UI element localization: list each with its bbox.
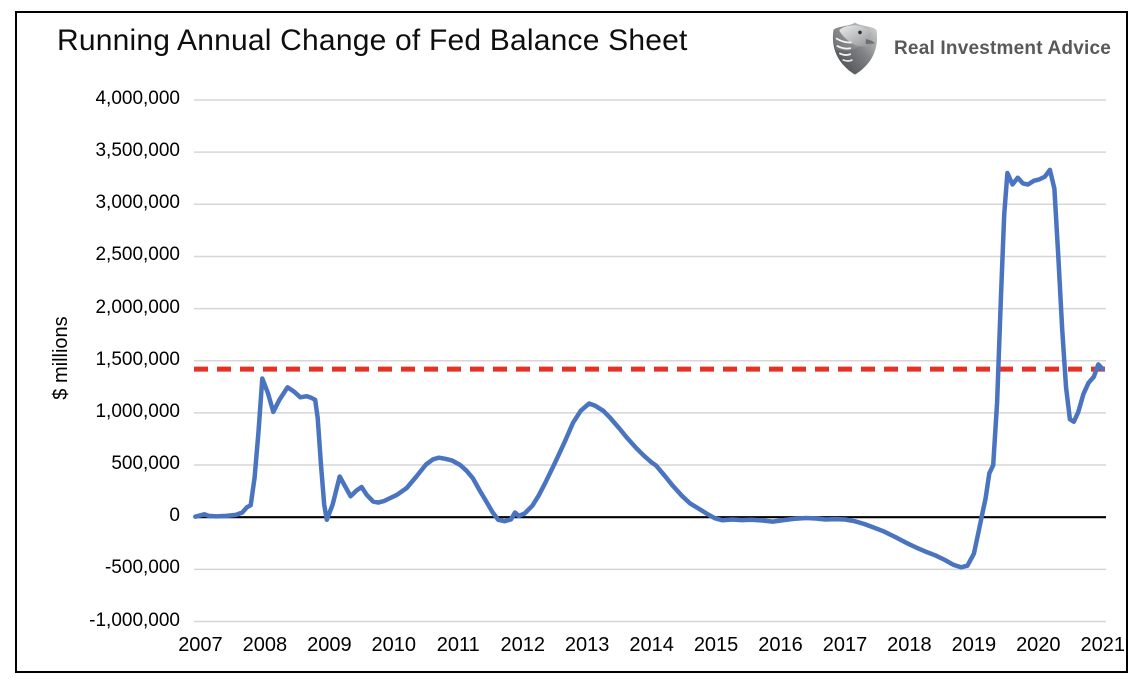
y-tick-label: 500,000	[111, 453, 180, 475]
x-tick-label: 2018	[887, 634, 932, 656]
y-tick-label: 1,500,000	[95, 348, 180, 370]
y-tick-label: 3,500,000	[95, 140, 180, 162]
x-tick-label: 2015	[693, 634, 739, 656]
x-tick-label: 2014	[629, 634, 674, 656]
x-tick-label: 2016	[758, 634, 803, 656]
y-tick-label: 0	[169, 505, 180, 527]
x-tick-label: 2019	[951, 634, 997, 656]
y-tick-label: 3,000,000	[95, 192, 180, 214]
y-tick-label: -500,000	[104, 557, 180, 579]
x-tick-label: 2021	[1080, 634, 1126, 656]
y-tick-label: -1,000,000	[89, 609, 180, 631]
x-tick-label: 2012	[500, 634, 545, 656]
x-tick-label: 2017	[822, 634, 868, 656]
y-tick-label: 4,000,000	[95, 88, 180, 109]
chart-title: Running Annual Change of Fed Balance She…	[57, 24, 688, 57]
x-tick-label: 2013	[564, 634, 610, 656]
x-tick-label: 2020	[1016, 634, 1061, 656]
x-tick-label: 2011	[436, 634, 480, 656]
eagle-shield-icon	[832, 22, 878, 75]
x-tick-label: 2009	[307, 634, 352, 656]
x-tick-label: 2008	[242, 634, 288, 656]
ria-logo-text: Real Investment Advice	[894, 38, 1111, 59]
x-tick-label: 2010	[371, 634, 417, 656]
ria-logo: Real Investment Advice	[826, 20, 1111, 78]
chart-frame	[15, 11, 1128, 673]
y-tick-label: 2,500,000	[95, 244, 180, 266]
y-tick-label: 2,000,000	[95, 296, 180, 318]
y-tick-label: 1,000,000	[95, 400, 180, 422]
x-tick-label: 2007	[178, 634, 223, 656]
